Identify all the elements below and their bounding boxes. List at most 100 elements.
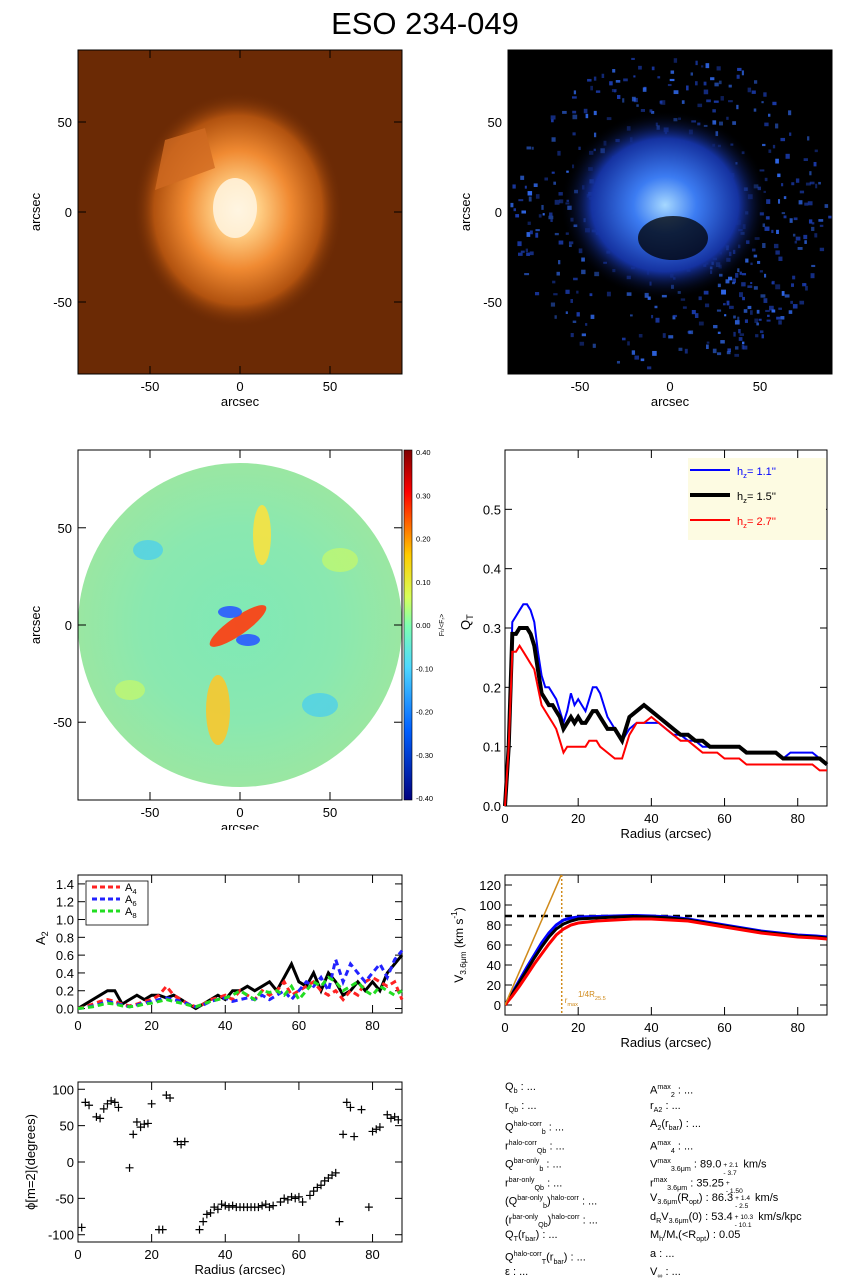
scatter-point xyxy=(147,1099,156,1108)
y-tick-label: 0.0 xyxy=(56,1002,74,1017)
x-axis-label: arcsec xyxy=(221,394,260,409)
x-tick-label: 50 xyxy=(323,805,337,820)
parameter-row: Qb : ... xyxy=(505,1081,536,1096)
x-axis-label: Radius (arcsec) xyxy=(194,1262,285,1275)
scatter-point xyxy=(294,1192,303,1201)
y-tick-label: 60 xyxy=(487,938,501,953)
scatter-point xyxy=(313,1183,322,1192)
y-axis-label: QT xyxy=(458,614,475,630)
scatter-point xyxy=(269,1201,278,1210)
parameter-row: Amax2 : ... xyxy=(650,1083,694,1099)
parameter-row: V3.6μm(Ropt) : 86.3 + 1.4- 2.5 km/s xyxy=(650,1192,779,1211)
parameter-row: QT(rbar) : ... xyxy=(505,1229,558,1244)
y-axis-label: arcsec xyxy=(28,192,43,231)
y-axis-label: arcsec xyxy=(458,192,473,231)
y-tick-label: 0 xyxy=(67,1155,74,1170)
x-axis-label: Radius (arcsec) xyxy=(620,826,711,841)
series-line-1 xyxy=(77,975,404,1010)
parameter-row: rhalo-corrQb : ... xyxy=(505,1138,565,1155)
y-tick-label: 0 xyxy=(65,205,72,220)
rmax-label: rmax1/4R25.5 xyxy=(565,990,606,1008)
scatter-point xyxy=(107,1096,116,1105)
scatter-point xyxy=(298,1198,307,1206)
y-tick-label: 120 xyxy=(479,878,501,893)
scatter-point xyxy=(114,1103,123,1112)
x-tick-label: 50 xyxy=(323,379,337,394)
y-tick-label: 50 xyxy=(60,1119,74,1134)
y-tick-label: 0 xyxy=(495,205,502,220)
series-line-red xyxy=(505,917,827,1006)
colorbar-label: Fₜ/<Fᵣ> xyxy=(439,614,446,636)
scatter-point xyxy=(228,1201,237,1210)
x-tick-label: 80 xyxy=(365,1018,379,1033)
x-tick-label: 60 xyxy=(717,1020,731,1035)
parameter-row: Qhalo-corrb : ... xyxy=(505,1120,565,1136)
legend-entry: A8 xyxy=(125,906,137,920)
x-tick-label: 60 xyxy=(292,1247,306,1262)
colorbar-tick-label: 0.00 xyxy=(416,621,431,630)
y-tick-label: -100 xyxy=(48,1228,74,1243)
series-line-0 xyxy=(77,954,404,1011)
x-tick-label: -50 xyxy=(141,379,160,394)
scatter-point xyxy=(357,1105,366,1114)
y-tick-label: 20 xyxy=(487,978,501,993)
scatter-point xyxy=(339,1130,348,1139)
colorbar-tick-label: 0.10 xyxy=(416,578,431,587)
x-tick-label: 40 xyxy=(218,1247,232,1262)
parameter-row: a : ... xyxy=(650,1247,675,1260)
x-tick-label: 20 xyxy=(144,1247,158,1262)
y-tick-label: -50 xyxy=(55,1191,74,1206)
y-tick-label: 0.3 xyxy=(483,621,501,636)
y-tick-label: 0.8 xyxy=(56,930,74,945)
scatter-point xyxy=(202,1210,211,1219)
scatter-point xyxy=(77,1223,86,1232)
x-axis-label: arcsec xyxy=(221,820,260,830)
parameter-row: Qhalo-corrT(rbar) : ... xyxy=(505,1249,586,1266)
legend-entry: hz= 1.5'' xyxy=(737,491,776,505)
scatter-point xyxy=(331,1168,340,1177)
x-tick-label: 0 xyxy=(236,805,243,820)
blue-galaxy-image-panel: -50 0 50 50 0 -50 arcsec arcsec xyxy=(458,49,833,409)
x-tick-label: 40 xyxy=(218,1018,232,1033)
scatter-point xyxy=(291,1194,300,1203)
scatter-point xyxy=(85,1101,94,1110)
scatter-point xyxy=(280,1194,289,1203)
x-tick-label: 40 xyxy=(644,1020,658,1035)
orange-galaxy-image-panel: -50 0 50 50 0 -50 arcsec arcsec xyxy=(28,49,403,409)
y-tick-label: 0.4 xyxy=(483,562,501,577)
x-tick-label: 0 xyxy=(666,379,673,394)
rotation-curve-chart: 0 20 40 60 80 0 20 40 60 80 100 120 Radius (arcsec) V… xyxy=(449,874,828,1050)
scatter-point xyxy=(346,1103,355,1112)
galaxy-core xyxy=(213,178,257,238)
scatter-point xyxy=(129,1130,138,1139)
series-line-3 xyxy=(77,975,403,1010)
scatter-point xyxy=(309,1187,318,1196)
parameter-row: Vmax3.6μm : 89.0 + 2.1- 3.7 km/s xyxy=(650,1157,767,1177)
y-tick-label: 0.6 xyxy=(56,948,74,963)
x-axis-label: arcsec xyxy=(651,394,690,409)
scatter-point xyxy=(213,1205,222,1214)
scatter-point xyxy=(335,1217,344,1226)
legend-entry: hz= 2.7'' xyxy=(737,516,776,530)
y-axis-label: arcsec xyxy=(28,605,43,644)
scatter-point xyxy=(254,1203,263,1212)
x-tick-label: -50 xyxy=(571,379,590,394)
fourier-amplitude-chart: 0 20 40 60 80 0.0 0.2 0.4 0.6 0.8 1.0 1.2 1.4 A2 A4A6A… xyxy=(33,874,404,1033)
scatter-point xyxy=(199,1217,208,1226)
colorbar-tick-label: -0.30 xyxy=(416,751,433,760)
axes-frame xyxy=(77,1081,403,1243)
y-tick-label: 0.5 xyxy=(483,502,501,517)
scatter-point xyxy=(92,1112,101,1121)
scatter-point xyxy=(99,1104,108,1113)
scatter-point xyxy=(140,1120,149,1129)
galaxy-dark-center xyxy=(638,216,708,260)
series-line-orange xyxy=(505,875,563,1006)
y-tick-label: 100 xyxy=(52,1082,74,1097)
colorbar xyxy=(403,449,413,801)
scatter-point xyxy=(221,1201,230,1210)
parameter-row: rQb : ... xyxy=(505,1099,537,1114)
colorbar-tick-label: -0.20 xyxy=(416,708,433,717)
y-tick-label: -50 xyxy=(53,295,72,310)
scatter-point xyxy=(180,1137,189,1146)
scatter-point xyxy=(217,1200,226,1209)
